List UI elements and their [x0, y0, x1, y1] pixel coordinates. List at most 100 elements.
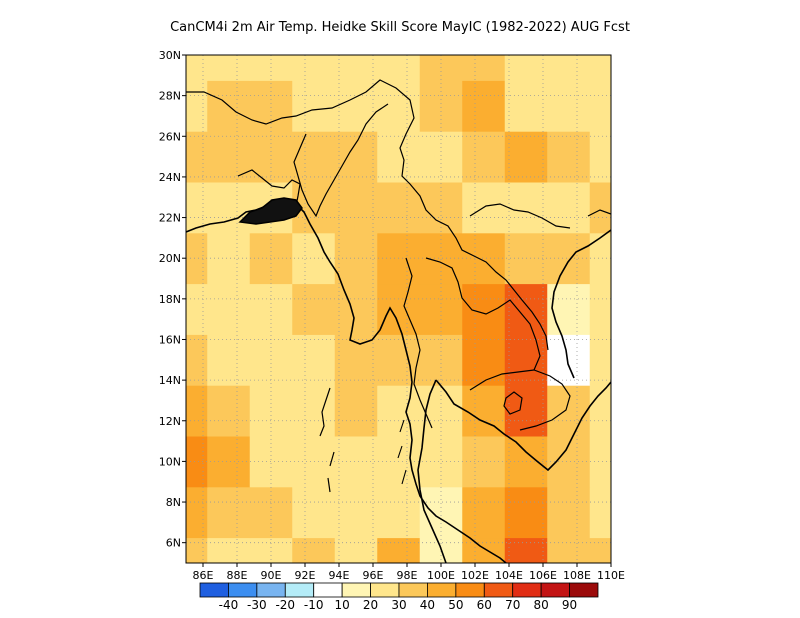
field-cell — [547, 80, 591, 132]
field-cell — [504, 80, 548, 132]
field-cell — [589, 385, 611, 437]
gridlines — [186, 55, 611, 563]
field-cell — [462, 537, 506, 563]
hainan-island — [587, 209, 611, 217]
field-cell — [186, 55, 208, 81]
colorbar — [199, 582, 599, 598]
field-cell — [547, 385, 591, 437]
field-cell — [334, 537, 378, 563]
field-cell — [504, 537, 548, 563]
field-cell — [419, 131, 463, 183]
mergui-islands — [397, 419, 407, 485]
field-cell — [589, 232, 611, 285]
field-cell — [207, 436, 251, 488]
colorbar-swatch — [512, 582, 542, 598]
x-tick-label: 108E — [563, 569, 591, 582]
colorbar-swatch — [284, 582, 315, 598]
x-tick-label: 98E — [397, 569, 418, 582]
field-cell — [377, 80, 421, 132]
field-cell — [186, 131, 208, 183]
x-tick-label: 96E — [363, 569, 384, 582]
x-tick-label: 90E — [261, 569, 282, 582]
field-cell — [186, 182, 208, 234]
field-cell — [249, 283, 293, 335]
field-cell — [186, 385, 208, 437]
field-cell — [207, 334, 251, 386]
field-cell — [377, 55, 421, 81]
field-cell — [589, 131, 611, 183]
x-tick-label: 86E — [193, 569, 214, 582]
colorbar-label: 50 — [448, 598, 463, 612]
field-cell — [207, 537, 251, 563]
colorbar-swatch — [199, 582, 229, 598]
skill-score-field — [186, 55, 611, 563]
colorbar-label: -10 — [304, 598, 324, 612]
field-cell — [207, 385, 251, 437]
border-laos-thailand — [425, 257, 541, 371]
border-china-vietnam — [469, 203, 571, 229]
field-cell — [377, 537, 421, 563]
field-cell — [504, 334, 548, 386]
y-tick-label: 24N — [159, 171, 181, 184]
x-axis-ticks: 86E 88E 90E 92E 94E 96E 98E 100E 102E 104E 106E 108… — [193, 563, 625, 582]
field-cell — [377, 182, 421, 234]
field-cell — [504, 486, 548, 539]
field-cell — [419, 283, 463, 335]
border-north — [186, 79, 549, 351]
field-cell — [207, 131, 251, 183]
colorbar-swatch — [455, 582, 485, 598]
field-cell — [547, 334, 591, 386]
y-tick-label: 6N — [166, 537, 181, 550]
border-bangladesh — [237, 169, 301, 207]
border-cambodia — [469, 369, 571, 431]
colorbar-swatch — [370, 582, 400, 598]
field-cell — [292, 334, 336, 386]
colorbar-swatch — [398, 582, 428, 598]
field-cell — [462, 283, 506, 335]
y-tick-label: 14N — [159, 374, 181, 387]
colorbar-swatch — [256, 582, 286, 598]
x-tick-label: 92E — [295, 569, 316, 582]
field-cell — [186, 232, 208, 285]
field-cell — [504, 182, 548, 234]
coastlines-borders — [186, 79, 611, 563]
colorbar-swatch — [540, 582, 570, 598]
colorbar-swatch — [427, 582, 457, 598]
x-tick-label: 100E — [427, 569, 455, 582]
field-cell — [462, 131, 506, 183]
field-cell — [419, 80, 463, 132]
field-cell — [207, 283, 251, 335]
field-cell — [249, 537, 293, 563]
field-cell — [589, 486, 611, 539]
colorbar-label: 40 — [420, 598, 435, 612]
field-cell — [249, 436, 293, 488]
chart-title: CanCM4i 2m Air Temp. Heidke Skill Score … — [170, 20, 630, 35]
field-cell — [462, 486, 506, 539]
y-tick-label: 30N — [159, 49, 181, 62]
y-tick-label: 28N — [159, 90, 181, 103]
field-cell — [462, 334, 506, 386]
x-tick-label: 88E — [227, 569, 248, 582]
field-cell — [377, 385, 421, 437]
field-cell — [547, 131, 591, 183]
field-cell — [547, 232, 591, 285]
x-tick-label: 94E — [329, 569, 350, 582]
field-cell — [377, 334, 421, 386]
colorbar-label: 90 — [562, 598, 577, 612]
plot-frame — [185, 54, 612, 564]
field-cell — [419, 334, 463, 386]
coastline-gulf — [435, 379, 611, 472]
field-cell — [462, 385, 506, 437]
coastline-peninsula — [417, 379, 447, 563]
colorbar-label: 80 — [534, 598, 549, 612]
field-cell — [186, 334, 208, 386]
colorbar-labels: -40 -30 -20 -10 10 20 30 40 50 60 70 80 90 — [219, 598, 578, 612]
field-cell — [249, 334, 293, 386]
x-tick-label: 106E — [529, 569, 557, 582]
field-cell — [504, 55, 548, 81]
colorbar-label: 70 — [505, 598, 520, 612]
field-cell — [292, 283, 336, 335]
field-cell — [589, 537, 611, 563]
field-cell — [207, 182, 251, 234]
field-cell — [547, 55, 591, 81]
